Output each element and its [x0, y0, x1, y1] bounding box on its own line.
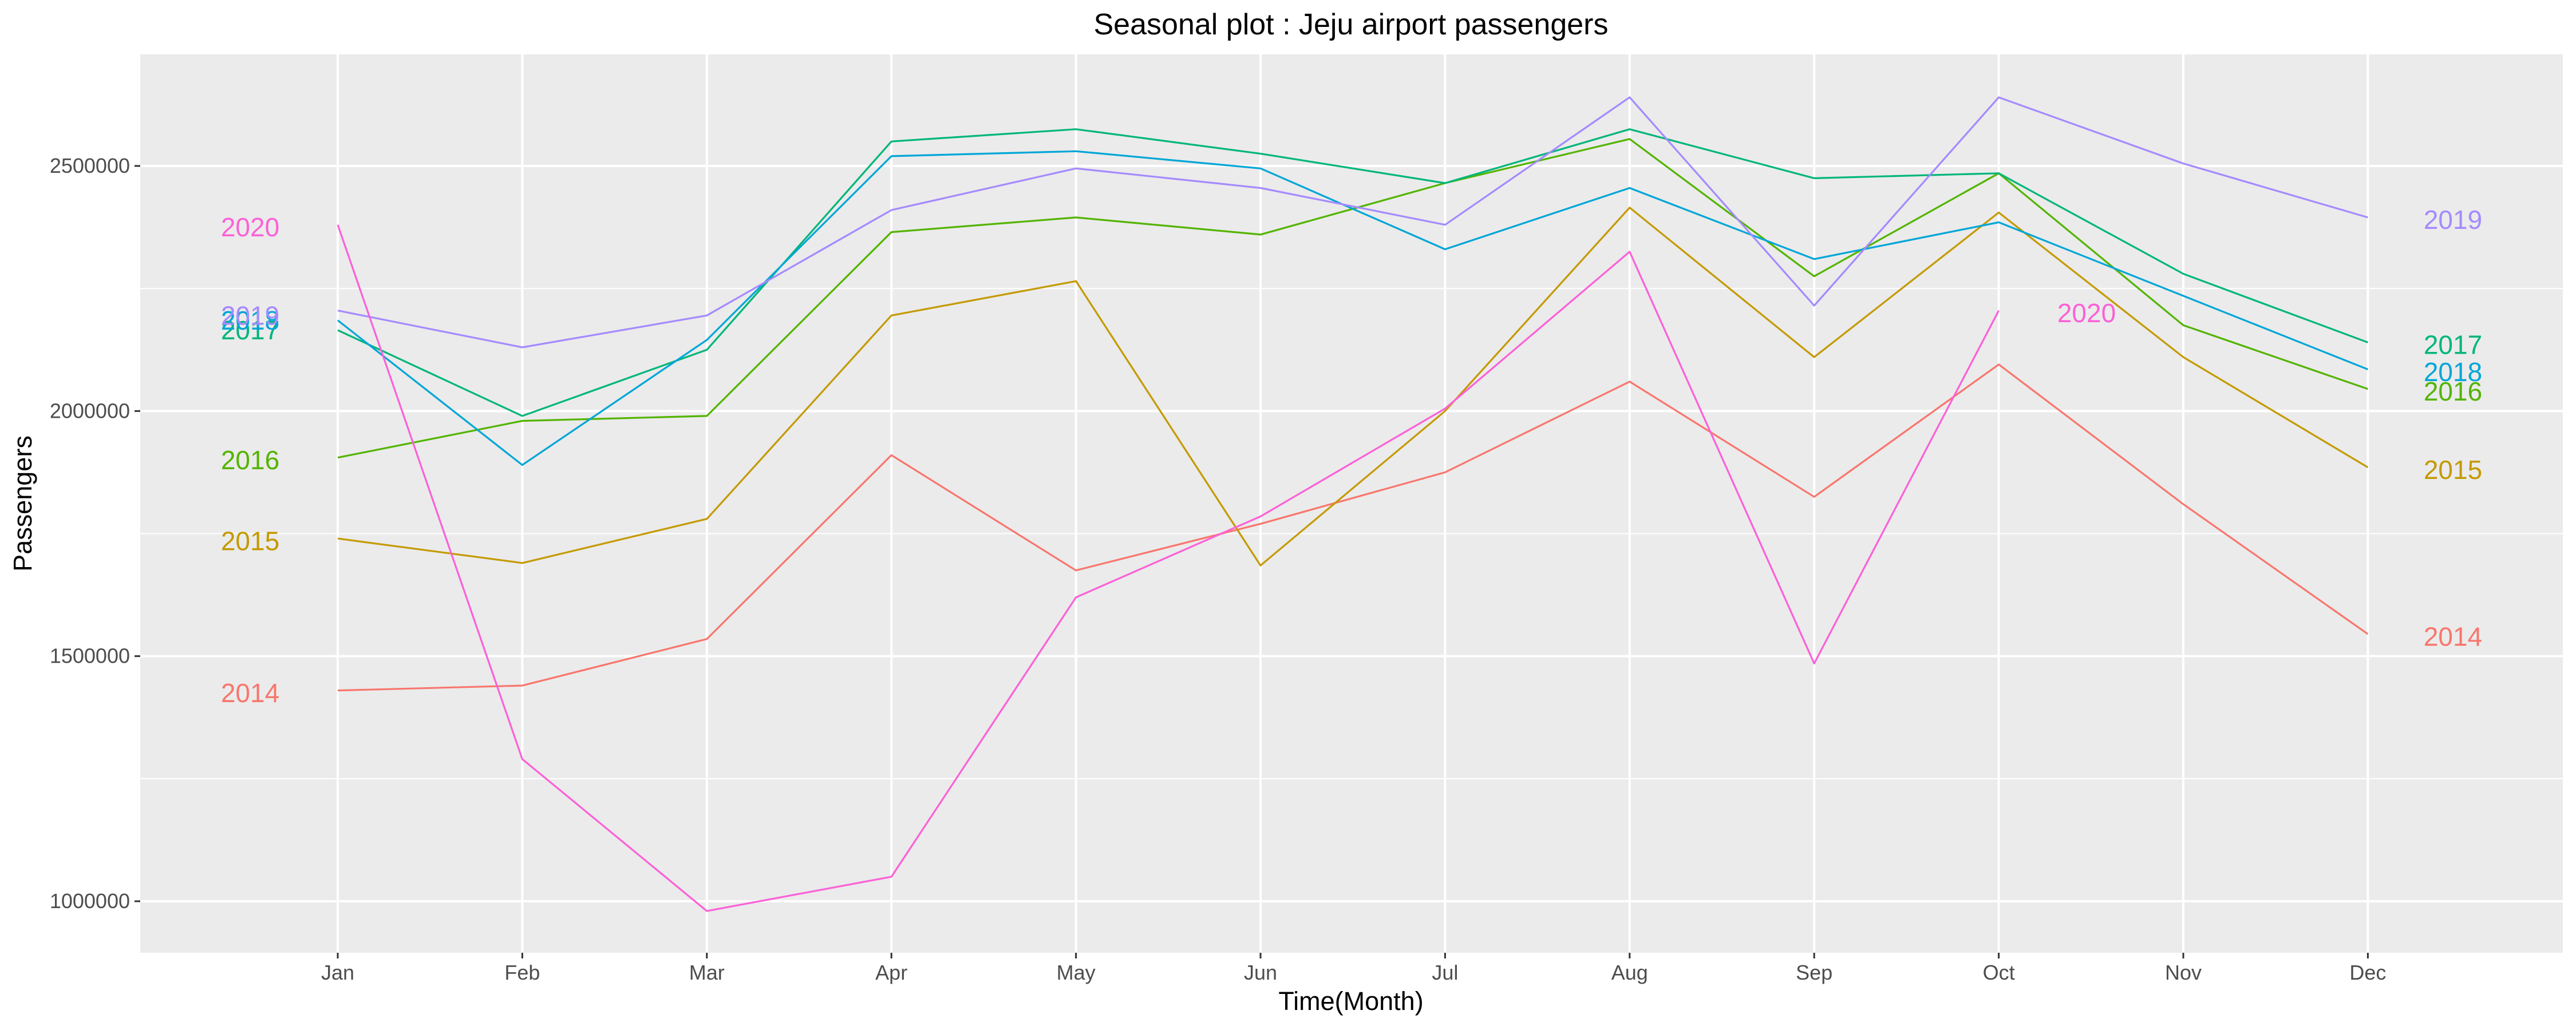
- series-line-2014: [337, 363, 2369, 692]
- series-label-right: 2018: [2424, 357, 2482, 387]
- x-tick-label: Apr: [875, 961, 907, 984]
- series-label-right: 2016: [2424, 377, 2482, 406]
- minor-gridlines: [140, 288, 2563, 779]
- x-tick-label: Feb: [504, 961, 540, 984]
- y-axis: 1000000 1500000 2000000 2500000: [50, 154, 140, 913]
- series-label-right: 2020: [2057, 298, 2116, 328]
- y-tick-label: 2000000: [50, 399, 130, 422]
- x-tick-label: Nov: [2165, 961, 2202, 984]
- series-label-right: 2017: [2424, 330, 2482, 360]
- x-tick-label: Sep: [1796, 961, 1832, 984]
- series-label-right: 2014: [2424, 621, 2482, 651]
- x-tick-label: Jan: [321, 961, 354, 984]
- series-label-right: 2015: [2424, 455, 2482, 485]
- series-label-left: 2020: [221, 212, 279, 242]
- x-tick-label: Aug: [1611, 961, 1648, 984]
- plot-panel: [140, 54, 2563, 953]
- y-tick-label: 2500000: [50, 154, 130, 177]
- y-tick-label: 1500000: [50, 644, 130, 668]
- chart-title: Seasonal plot : Jeju airport passengers: [1094, 8, 1609, 41]
- series-label-left: 2015: [221, 526, 279, 556]
- x-tick-label: May: [1057, 961, 1096, 984]
- series-lines: [337, 96, 2369, 912]
- series-label-left: 2016: [221, 445, 279, 475]
- series-line-2018: [337, 150, 2368, 466]
- y-tick-label: 1000000: [50, 889, 130, 913]
- series-line-2020: [337, 224, 2000, 912]
- x-tick-label: Jul: [1432, 961, 1458, 984]
- series-label-left: 2017: [221, 315, 279, 345]
- series-line-2019: [337, 96, 2368, 348]
- series-label-right: 2019: [2424, 205, 2482, 235]
- series-label-left: 2014: [221, 678, 279, 708]
- x-axis-title: Time(Month): [1278, 987, 1423, 1016]
- x-tick-label: Jun: [1244, 961, 1277, 984]
- series-label-left: 2018: [221, 306, 279, 335]
- major-gridlines: [140, 54, 2563, 953]
- x-tick-label: Oct: [1983, 961, 2015, 984]
- series-label-left: 2019: [221, 300, 279, 330]
- x-axis: Jan Feb Mar Apr May Jun Jul Aug Sep Oct Nov Dec: [321, 953, 2386, 984]
- y-axis-title: Passengers: [8, 435, 37, 572]
- series-line-2015: [337, 207, 2369, 566]
- x-tick-label: Dec: [2349, 961, 2386, 984]
- x-tick-label: Mar: [689, 961, 725, 984]
